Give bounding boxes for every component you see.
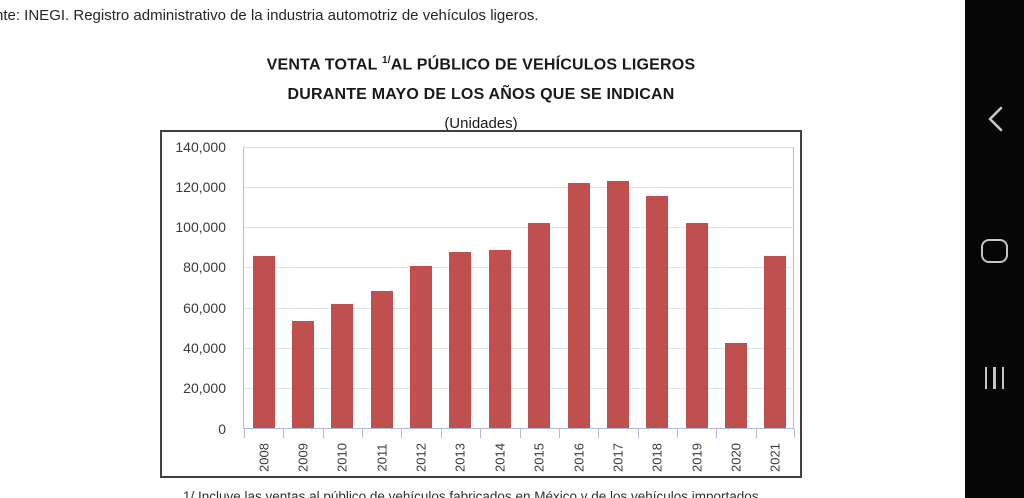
bar-2008: [252, 256, 275, 428]
y-axis-labels: 0 20,000 40,000 60,000 80,000 100,000 120,000 1…: [162, 139, 232, 437]
chart-title-line-1: VENTA TOTAL 1/AL PÚBLICO DE VEHÍCULOS LI…: [160, 46, 802, 80]
x-axis-tick: [716, 429, 718, 438]
x-axis-tick-label: 2009: [295, 443, 311, 472]
chart-units-label: (Unidades): [444, 115, 518, 133]
x-axis-tick: [362, 429, 364, 438]
x-axis-tick-label: 2020: [728, 443, 744, 472]
x-axis-tick-label: 2017: [610, 443, 626, 472]
x-axis-tick: [519, 429, 521, 438]
x-axis-tick-label: 2016: [571, 443, 587, 472]
x-axis-tick: [794, 429, 795, 438]
recents-icon: [984, 367, 1005, 389]
gridline: [244, 147, 793, 148]
y-axis-tick-label: 20,000: [183, 380, 226, 397]
x-axis-tick: [755, 429, 757, 438]
chart-title-block: VENTA TOTAL 1/AL PÚBLICO DE VEHÍCULOS LI…: [160, 46, 802, 138]
x-axis-tick-label: 2008: [256, 443, 272, 472]
x-axis-tick: [637, 429, 639, 438]
bar-2016: [567, 183, 590, 428]
x-axis-tick-label: 2011: [374, 443, 390, 472]
chart-title-footnote-marker: 1/: [381, 55, 391, 66]
x-axis-tick-label: 2018: [649, 443, 665, 472]
bar-2010: [331, 304, 354, 428]
x-axis-tick: [244, 429, 245, 438]
bar-2012: [410, 266, 433, 428]
chart-title-line-1-suffix: AL PÚBLICO DE VEHÍCULOS LIGEROS: [390, 56, 696, 74]
bar-2018: [646, 196, 669, 428]
x-axis-tick: [401, 429, 403, 438]
x-axis-tick: [558, 429, 560, 438]
gridline: [244, 267, 793, 269]
source-note: nte: INEGI. Registro administrativo de l…: [0, 7, 539, 24]
y-axis-tick-label: 60,000: [183, 299, 226, 316]
bar-2013: [449, 252, 472, 428]
bar-2017: [606, 181, 629, 428]
x-axis-tick-label: 2015: [531, 443, 547, 472]
x-axis-tick-label: 2013: [452, 443, 468, 472]
bar-2015: [528, 223, 551, 428]
x-axis-tick: [440, 429, 442, 438]
home-icon: [981, 239, 1008, 263]
bar-2009: [292, 321, 315, 428]
bar-chart: 0 20,000 40,000 60,000 80,000 100,000 120,000 1…: [160, 130, 802, 478]
x-axis-tick: [598, 429, 600, 438]
bar-2019: [685, 223, 708, 428]
footnote: 1/ Incluye las ventas al público de vehí…: [183, 489, 763, 498]
back-chevron-icon: [988, 106, 1002, 132]
recents-button[interactable]: [965, 343, 1024, 413]
y-axis-tick-label: 120,000: [175, 178, 226, 195]
android-nav-bar: [965, 0, 1024, 498]
x-axis-tick: [322, 429, 324, 438]
back-button[interactable]: [965, 84, 1024, 154]
chart-title-line-2: DURANTE MAYO DE LOS AÑOS QUE SE INDICAN: [287, 86, 675, 104]
bar-2021: [764, 256, 787, 428]
x-axis-tick: [676, 429, 678, 438]
x-axis-tick: [480, 429, 482, 438]
x-axis-tick-label: 2014: [492, 443, 508, 472]
home-button[interactable]: [965, 216, 1024, 286]
gridline: [244, 227, 793, 229]
gridline: [244, 347, 793, 349]
gridline: [244, 388, 793, 390]
x-axis-tick-label: 2010: [334, 443, 350, 472]
plot-area: 2008 2009 2010 2011 2012 2013 2014 2015 2016 2017…: [243, 147, 795, 472]
x-axis-tick-label: 2019: [689, 443, 705, 472]
bar-2014: [488, 250, 511, 428]
gridline: [244, 186, 793, 188]
x-axis-tick: [283, 429, 285, 438]
bar-2011: [370, 291, 393, 428]
y-axis-tick-label: 140,000: [175, 138, 226, 155]
gridline: [244, 307, 793, 309]
bar-2020: [724, 343, 747, 428]
y-axis-tick-label: 100,000: [175, 219, 226, 236]
x-axis-tick-label: 2012: [413, 443, 429, 472]
chart-title-line-1-prefix: VENTA TOTAL: [266, 56, 382, 74]
y-axis-tick-label: 0: [218, 420, 226, 437]
y-axis-tick-label: 80,000: [183, 259, 226, 276]
y-axis-tick-label: 40,000: [183, 339, 226, 356]
x-axis-tick-label: 2021: [767, 443, 783, 472]
